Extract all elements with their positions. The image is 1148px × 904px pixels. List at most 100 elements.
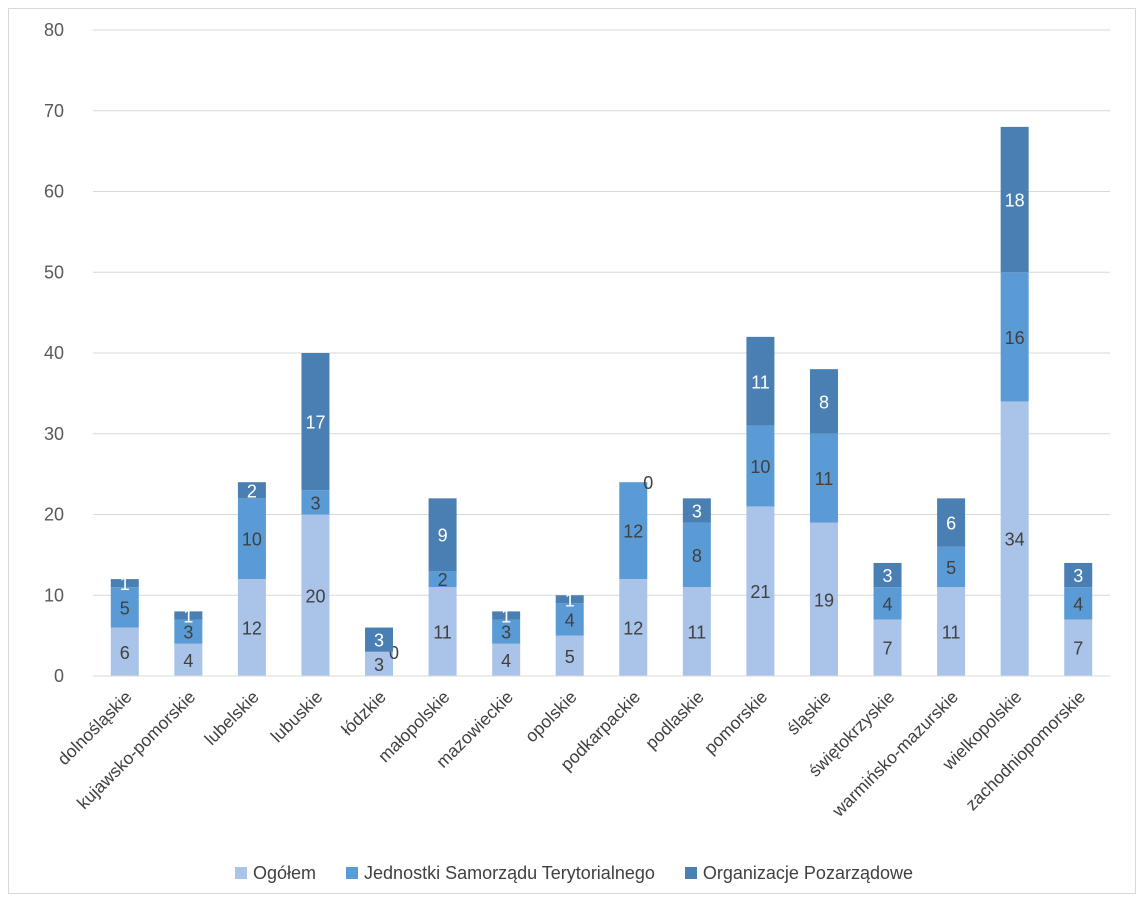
data-label-s2-9: 3: [692, 501, 702, 521]
legend-swatch-0: [235, 867, 247, 879]
bar-segment-s2-5: [428, 498, 457, 572]
x-tick-label-2: lubelskie: [200, 687, 262, 749]
legend-swatch-1: [346, 867, 359, 879]
bar-segment-s0-3: [301, 514, 330, 676]
bar-segment-s0-8: [619, 579, 648, 676]
y-tick-label-20: 20: [44, 505, 64, 525]
bar-segment-s2-2: [237, 482, 266, 499]
bar-segment-s0-1: [174, 643, 203, 676]
bar-segment-s0-5: [428, 587, 457, 676]
y-tick-label-10: 10: [44, 585, 64, 605]
chart-legend: Ogółem Jednostki Samorządu Terytorialnego…: [0, 860, 1148, 886]
data-label-s1-10: 10: [750, 457, 770, 477]
data-label-s0-8: 12: [623, 619, 643, 639]
y-tick-label-0: 0: [54, 666, 64, 686]
data-label-s1-11: 11: [815, 469, 834, 489]
bar-segment-s2-13: [937, 498, 966, 547]
data-label-s1-4: 0: [389, 643, 399, 663]
bar-segment-s0-13: [937, 587, 966, 676]
bar-segment-s1-15: [1064, 587, 1093, 620]
bar-segment-s2-9: [682, 498, 711, 523]
chart-frame: [8, 8, 1136, 894]
bar-segment-s1-10: [746, 425, 775, 507]
y-tick-label-60: 60: [44, 182, 64, 202]
x-tick-label-4: łódzkie: [337, 687, 390, 740]
bar-segment-s2-7: [555, 595, 584, 604]
data-label-s1-3: 3: [310, 493, 320, 513]
data-label-s0-9: 11: [688, 623, 707, 643]
x-tick-label-13: warmińsko-mazurskie: [827, 687, 961, 821]
data-label-s2-13: 6: [946, 514, 956, 534]
bar-segment-s0-15: [1064, 619, 1093, 676]
bar-segment-s0-9: [682, 587, 711, 676]
bar-segment-s1-3: [301, 490, 330, 515]
bar-segment-s2-11: [809, 369, 838, 434]
data-label-s1-8: 12: [623, 522, 643, 542]
bar-segment-s1-13: [937, 546, 966, 588]
bar-segment-s1-9: [682, 522, 711, 588]
bar-segment-s2-4: [365, 627, 394, 652]
data-label-s1-0: 5: [120, 598, 130, 618]
bar-segment-s1-0: [110, 587, 139, 628]
bar-segment-s0-11: [809, 522, 838, 676]
data-label-s0-6: 4: [501, 651, 511, 671]
bar-segment-s0-4: [365, 651, 394, 676]
data-label-s1-15: 4: [1073, 594, 1083, 614]
bar-segment-s2-10: [746, 336, 775, 426]
bar-segment-s2-14: [1000, 126, 1029, 273]
data-label-s0-10: 21: [750, 582, 770, 602]
data-label-s0-15: 7: [1073, 639, 1083, 659]
bar-segment-s2-12: [873, 562, 902, 588]
bar-segment-s0-0: [110, 627, 139, 676]
x-tick-label-3: lubuskie: [267, 687, 327, 747]
data-label-s1-14: 16: [1005, 328, 1025, 348]
y-tick-label-70: 70: [44, 101, 64, 121]
bar-segment-s1-14: [1000, 272, 1029, 402]
bar-segment-s2-0: [110, 579, 139, 588]
bar-segment-s1-8: [619, 482, 648, 580]
data-label-s1-5: 2: [438, 570, 448, 590]
x-tick-label-7: opolskie: [521, 687, 581, 747]
legend-label-0: Ogółem: [253, 862, 317, 883]
data-label-s2-0: 1: [120, 574, 130, 594]
data-label-s0-0: 6: [120, 643, 130, 663]
bar-segment-s1-1: [174, 619, 203, 644]
data-label-s0-14: 34: [1005, 530, 1025, 550]
data-label-s1-9: 8: [692, 546, 702, 566]
x-tick-label-9: podlaskie: [641, 687, 707, 753]
y-tick-label-80: 80: [44, 20, 64, 40]
data-label-s0-12: 7: [883, 639, 893, 659]
data-label-s0-1: 4: [183, 651, 193, 671]
data-label-s0-2: 12: [242, 619, 262, 639]
data-label-s0-11: 19: [814, 590, 834, 610]
bar-segment-s0-7: [555, 635, 584, 676]
data-label-s1-6: 3: [501, 623, 511, 643]
legend-label-1: Jednostki Samorządu Terytorialnego: [364, 862, 655, 883]
data-label-s2-11: 8: [819, 392, 829, 412]
data-label-s2-7: 1: [565, 590, 575, 610]
data-label-s1-13: 5: [946, 558, 956, 578]
data-label-s2-4: 3: [374, 631, 384, 651]
x-tick-label-10: pomorskie: [700, 687, 771, 758]
data-label-s0-13: 11: [942, 623, 961, 643]
data-label-s1-7: 4: [565, 610, 575, 630]
data-label-s0-7: 5: [565, 647, 575, 667]
data-label-s2-8: 0: [643, 473, 653, 493]
data-label-s2-15: 3: [1073, 566, 1083, 586]
bar-segment-s0-6: [492, 643, 521, 676]
x-tick-label-15: zachodniopomorskie: [961, 687, 1089, 815]
bar-segment-s1-12: [873, 587, 902, 620]
bar-segment-s2-3: [301, 353, 330, 491]
data-label-s1-2: 10: [242, 530, 262, 550]
x-tick-label-11: śląskie: [783, 687, 835, 739]
data-label-s2-5: 9: [438, 526, 448, 546]
legend-item-1: Jednostki Samorządu Terytorialnego: [346, 863, 655, 884]
x-tick-label-1: kujawsko-pomorskie: [73, 687, 199, 813]
data-label-s2-2: 2: [247, 481, 257, 501]
bar-segment-s1-11: [809, 433, 838, 523]
bar-segment-s1-7: [555, 603, 584, 636]
legend-item-0: Ogółem: [235, 863, 316, 884]
legend-swatch-2: [684, 867, 697, 879]
bar-segment-s0-14: [1000, 401, 1029, 676]
